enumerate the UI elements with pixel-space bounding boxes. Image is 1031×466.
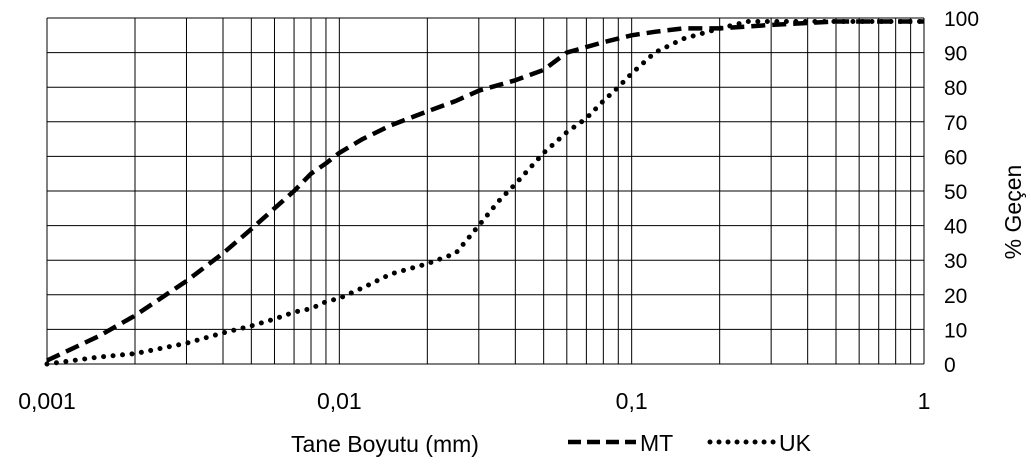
y-axis-title: % Geçen bbox=[1000, 165, 1026, 260]
x-tick-label: 0,1 bbox=[616, 388, 648, 414]
y-tick-label: 20 bbox=[944, 285, 967, 308]
y-tick-label: 80 bbox=[944, 77, 967, 100]
legend-uk-label: UK bbox=[779, 430, 812, 456]
y-tick-label: 50 bbox=[944, 181, 967, 204]
grid bbox=[46, 17, 925, 365]
y-tick-label: 40 bbox=[944, 216, 967, 239]
y-tick-label: 10 bbox=[944, 319, 967, 342]
x-tick-label: 0,001 bbox=[18, 388, 76, 414]
x-tick-label: 1 bbox=[918, 388, 931, 414]
x-tick-label: 0,01 bbox=[317, 388, 362, 414]
series-group bbox=[44, 19, 927, 367]
series-line-mt bbox=[46, 19, 924, 363]
legend: MT UK bbox=[568, 430, 812, 456]
tick-labels: 0,001 0,01 0,1 10 10 20 30 40 50 60 70 80 90 100 bbox=[18, 8, 979, 414]
y-tick-label: 30 bbox=[944, 250, 967, 273]
y-tick-label: 60 bbox=[944, 146, 967, 169]
y-tick-label: 100 bbox=[944, 8, 979, 31]
series-line-uk bbox=[44, 19, 927, 367]
y-tick-label: 70 bbox=[944, 112, 967, 135]
y-tick-label: 0 bbox=[944, 354, 956, 377]
legend-mt-label: MT bbox=[640, 430, 673, 456]
x-axis-title: Tane Boyutu (mm) bbox=[291, 431, 479, 457]
y-tick-label: 90 bbox=[944, 43, 967, 66]
